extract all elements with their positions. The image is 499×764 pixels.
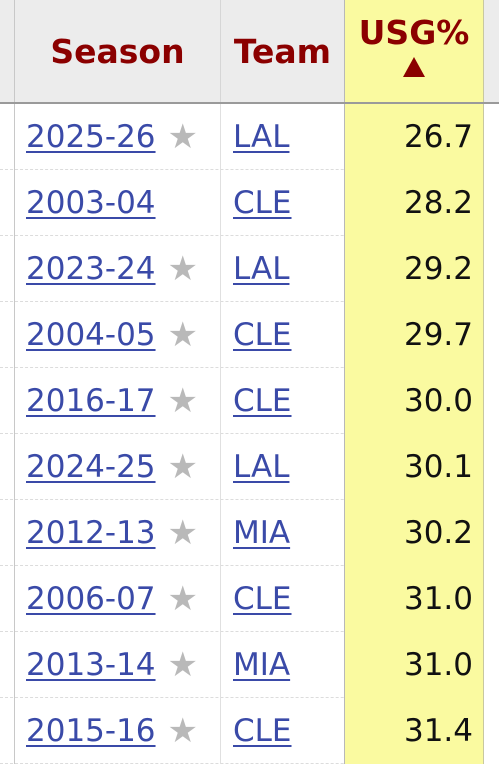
table-row: 2016-17 ★ CLE 30.0: [0, 368, 499, 434]
season-link[interactable]: 2023-24: [26, 251, 156, 287]
team-cell: MIA: [221, 500, 345, 566]
season-cell: 2004-05 ★: [14, 302, 221, 368]
team-link[interactable]: CLE: [233, 383, 292, 419]
sort-ascending-icon: [403, 57, 425, 77]
team-cell: LAL: [221, 434, 345, 500]
season-link[interactable]: 2006-07: [26, 581, 156, 617]
team-link[interactable]: LAL: [233, 449, 290, 485]
season-cell: 2015-16 ★: [14, 698, 221, 764]
all-star-icon: ★: [167, 249, 199, 289]
usg-value: 30.1: [345, 434, 484, 500]
season-cell: 2016-17 ★: [14, 368, 221, 434]
season-link[interactable]: 2016-17: [26, 383, 156, 419]
season-cell: 2012-13 ★: [14, 500, 221, 566]
usg-value: 28.2: [345, 170, 484, 236]
season-cell: 2025-26 ★: [14, 104, 221, 170]
all-star-icon: ★: [167, 447, 199, 487]
usg-value: 31.4: [345, 698, 484, 764]
team-cell: CLE: [221, 698, 345, 764]
table-row: 2003-04★ CLE 28.2: [0, 170, 499, 236]
usg-value: 29.7: [345, 302, 484, 368]
usg-value: 30.2: [345, 500, 484, 566]
table-body: 2025-26★LAL26.72003-04★CLE28.22023-24★LA…: [0, 104, 499, 764]
usg-value: 31.0: [345, 566, 484, 632]
season-link[interactable]: 2012-13: [26, 515, 156, 551]
season-cell: 2006-07 ★: [14, 566, 221, 632]
team-link[interactable]: MIA: [233, 515, 291, 551]
team-link[interactable]: CLE: [233, 317, 292, 353]
season-cell: 2024-25 ★: [14, 434, 221, 500]
usg-value: 31.0: [345, 632, 484, 698]
table-row: 2024-25 ★ LAL 30.1: [0, 434, 499, 500]
table-row: 2004-05 ★ CLE 29.7: [0, 302, 499, 368]
all-star-icon: ★: [167, 513, 199, 553]
team-link[interactable]: LAL: [233, 251, 290, 287]
team-cell: CLE: [221, 368, 345, 434]
season-column-header[interactable]: Season: [14, 0, 221, 102]
table-header: Season Team USG%: [0, 0, 499, 104]
table-row: 2006-07 ★ CLE 31.0: [0, 566, 499, 632]
season-link[interactable]: 2003-04: [26, 185, 156, 221]
usg-value: 30.0: [345, 368, 484, 434]
all-star-icon: ★: [167, 711, 199, 751]
usg-value: 26.7: [345, 104, 484, 170]
team-cell: CLE: [221, 302, 345, 368]
season-cell: 2013-14 ★: [14, 632, 221, 698]
all-star-icon: ★: [167, 645, 199, 685]
season-link[interactable]: 2015-16: [26, 713, 156, 749]
team-cell: LAL: [221, 104, 345, 170]
all-star-icon: ★: [167, 315, 199, 355]
usg-value: 29.2: [345, 236, 484, 302]
team-link[interactable]: LAL: [233, 119, 290, 155]
table-row: 2012-13 ★ MIA 30.2: [0, 500, 499, 566]
season-link[interactable]: 2024-25: [26, 449, 156, 485]
season-link[interactable]: 2025-26: [26, 119, 156, 155]
all-star-icon: ★: [167, 579, 199, 619]
usg-column-header[interactable]: USG%: [345, 0, 484, 102]
team-link[interactable]: MIA: [233, 647, 291, 683]
season-cell: 2023-24 ★: [14, 236, 221, 302]
season-link[interactable]: 2013-14: [26, 647, 156, 683]
team-cell: CLE: [221, 566, 345, 632]
team-cell: LAL: [221, 236, 345, 302]
table-row: 2025-26 ★ LAL 26.7: [0, 104, 499, 170]
team-link[interactable]: CLE: [233, 185, 292, 221]
season-cell: 2003-04★: [14, 170, 221, 236]
team-cell: CLE: [221, 170, 345, 236]
table-row: 2015-16 ★ CLE 31.4: [0, 698, 499, 764]
table-row: 2013-14 ★ MIA 31.0: [0, 632, 499, 698]
table-gutter: [484, 104, 499, 764]
usg-column-label: USG%: [358, 13, 470, 52]
season-link[interactable]: 2004-05: [26, 317, 156, 353]
all-star-icon: ★: [167, 117, 199, 157]
table-row: 2023-24 ★ LAL 29.2: [0, 236, 499, 302]
all-star-icon: ★: [167, 381, 199, 421]
team-cell: MIA: [221, 632, 345, 698]
team-link[interactable]: CLE: [233, 581, 292, 617]
team-link[interactable]: CLE: [233, 713, 292, 749]
team-column-header[interactable]: Team: [221, 0, 345, 102]
